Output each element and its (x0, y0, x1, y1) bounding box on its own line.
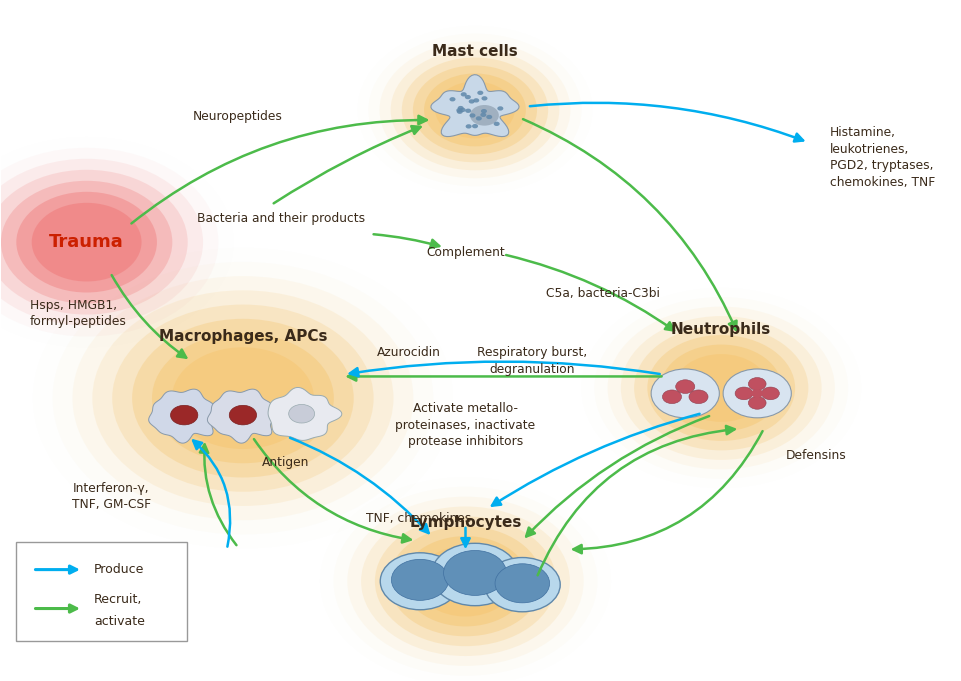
Circle shape (673, 354, 768, 422)
Text: Azurocidin: Azurocidin (377, 346, 440, 359)
Circle shape (723, 369, 791, 418)
Circle shape (172, 347, 313, 449)
Text: C5a, bacteria-C3bi: C5a, bacteria-C3bi (545, 287, 659, 300)
Circle shape (375, 516, 555, 646)
Circle shape (484, 558, 559, 612)
Circle shape (456, 108, 462, 112)
Circle shape (480, 109, 486, 113)
Circle shape (391, 559, 448, 601)
Polygon shape (268, 387, 341, 441)
Circle shape (469, 113, 475, 118)
Circle shape (651, 369, 719, 418)
Circle shape (470, 105, 499, 125)
Text: Defensins: Defensins (785, 449, 846, 462)
Text: Trauma: Trauma (49, 233, 124, 251)
Circle shape (748, 377, 765, 390)
Polygon shape (431, 75, 519, 137)
Text: Respiratory burst,
degranulation: Respiratory burst, degranulation (477, 346, 586, 376)
Circle shape (360, 507, 569, 656)
Text: Hsps, HMGB1,
formyl-peptides: Hsps, HMGB1, formyl-peptides (30, 299, 127, 328)
Circle shape (32, 203, 141, 281)
Polygon shape (208, 389, 281, 443)
Circle shape (402, 536, 528, 627)
Circle shape (460, 92, 466, 97)
Circle shape (748, 396, 765, 409)
Circle shape (380, 553, 459, 609)
Text: Produce: Produce (94, 563, 144, 576)
Circle shape (473, 98, 479, 103)
Text: activate: activate (94, 616, 145, 629)
Circle shape (633, 326, 807, 450)
Circle shape (434, 82, 514, 138)
Circle shape (424, 74, 526, 146)
Text: Macrophages, APCs: Macrophages, APCs (159, 329, 327, 344)
Circle shape (288, 405, 314, 423)
Circle shape (412, 65, 536, 155)
Text: Bacteria and their products: Bacteria and their products (197, 212, 364, 225)
Circle shape (170, 405, 198, 425)
Circle shape (72, 276, 413, 520)
Text: Histamine,
leukotrienes,
PGD2, tryptases,
chemokines, TNF: Histamine, leukotrienes, PGD2, tryptases… (829, 126, 934, 189)
Circle shape (347, 496, 583, 666)
Circle shape (477, 91, 482, 95)
Text: Recruit,: Recruit, (94, 593, 142, 606)
Circle shape (480, 112, 486, 117)
Circle shape (688, 390, 707, 404)
Text: Mast cells: Mast cells (431, 44, 517, 59)
Text: Antigen: Antigen (261, 456, 308, 469)
Circle shape (92, 290, 393, 506)
Circle shape (662, 390, 680, 404)
Circle shape (493, 122, 499, 126)
Circle shape (0, 159, 203, 326)
Circle shape (402, 57, 548, 162)
Circle shape (0, 170, 187, 315)
Circle shape (761, 387, 778, 400)
Circle shape (457, 106, 463, 110)
Circle shape (16, 192, 157, 293)
Circle shape (229, 405, 257, 425)
Circle shape (497, 106, 503, 110)
Circle shape (1, 180, 172, 304)
Circle shape (390, 50, 558, 170)
Circle shape (464, 95, 470, 99)
Circle shape (112, 304, 373, 492)
Circle shape (472, 124, 478, 128)
Text: Complement: Complement (426, 246, 505, 259)
Circle shape (480, 96, 487, 101)
Circle shape (443, 550, 505, 595)
Circle shape (660, 345, 781, 431)
Circle shape (465, 124, 471, 129)
Circle shape (468, 99, 474, 104)
Circle shape (620, 316, 821, 460)
Circle shape (459, 108, 465, 112)
Circle shape (431, 543, 518, 605)
Text: Neuropeptides: Neuropeptides (193, 110, 283, 123)
Circle shape (607, 306, 834, 469)
Polygon shape (149, 389, 222, 443)
Circle shape (456, 110, 462, 114)
Circle shape (485, 115, 492, 119)
Text: Activate metallo-
proteinases, inactivate
protease inhibitors: Activate metallo- proteinases, inactivat… (395, 402, 535, 448)
Circle shape (734, 387, 752, 400)
Circle shape (751, 389, 763, 398)
Circle shape (152, 333, 333, 463)
Circle shape (476, 116, 481, 121)
Circle shape (449, 97, 456, 101)
Circle shape (465, 108, 471, 113)
Circle shape (132, 319, 354, 477)
Circle shape (495, 564, 549, 603)
Circle shape (388, 526, 542, 636)
Circle shape (416, 546, 514, 616)
Text: Neutrophils: Neutrophils (671, 322, 771, 337)
Circle shape (647, 335, 795, 441)
Circle shape (675, 380, 694, 394)
Circle shape (379, 42, 570, 178)
Text: TNF, chemokines: TNF, chemokines (365, 512, 470, 525)
FancyBboxPatch shape (15, 542, 186, 641)
Text: Lymphocytes: Lymphocytes (408, 516, 521, 530)
Text: Interferon-γ,
TNF, GM-CSF: Interferon-γ, TNF, GM-CSF (72, 481, 152, 511)
